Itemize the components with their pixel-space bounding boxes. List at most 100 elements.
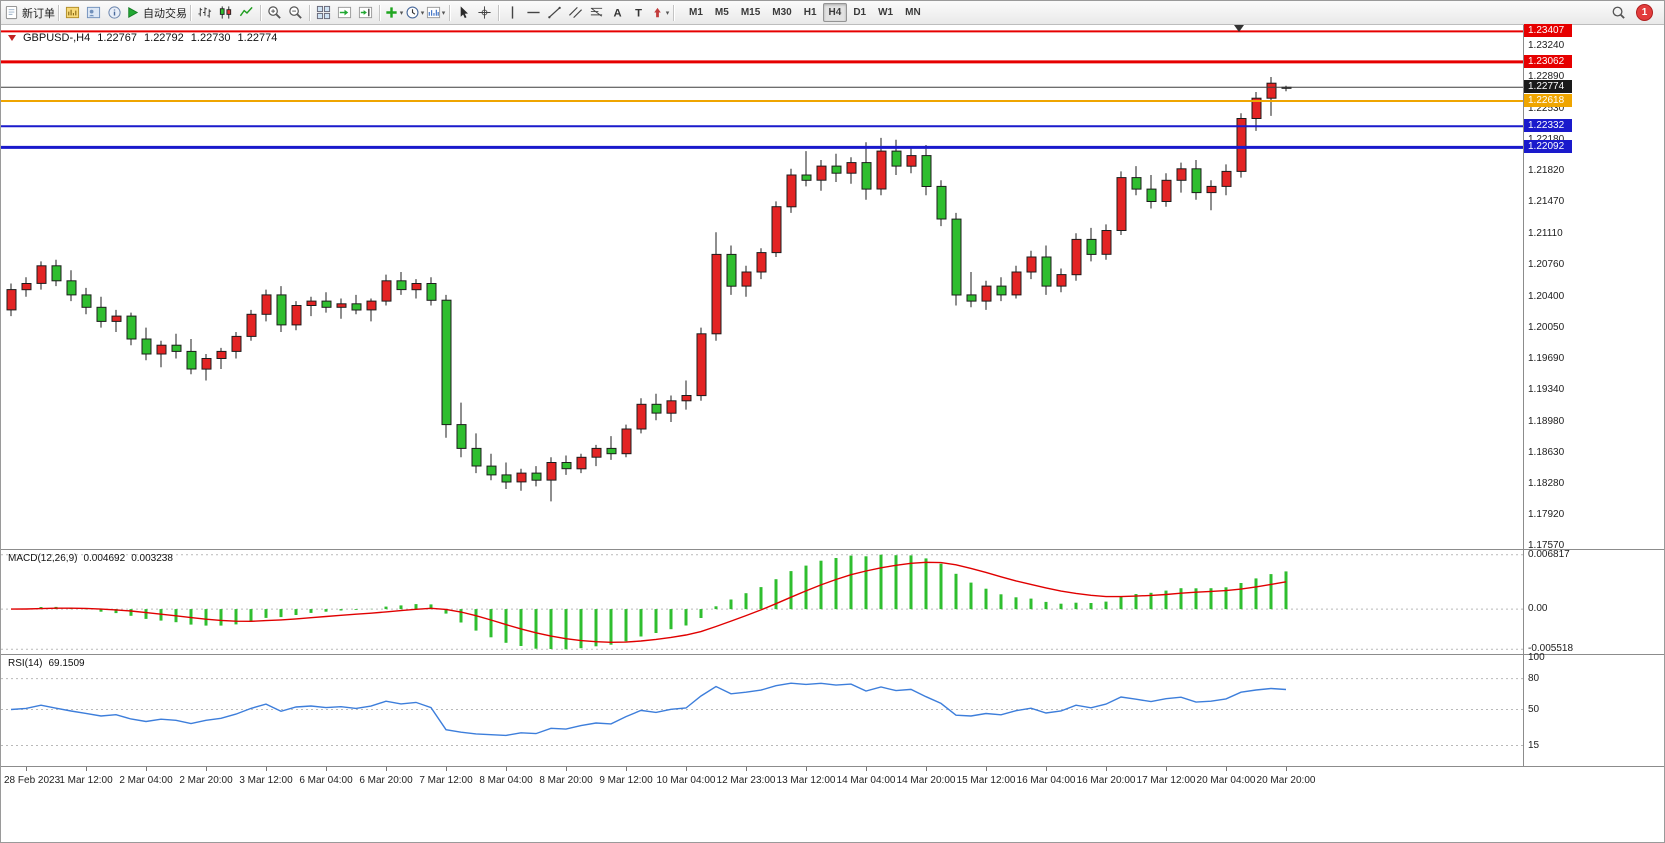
autotrade-play-icon [128,7,139,18]
templates-button[interactable]: ▾ [425,2,446,23]
candle [1251,92,1262,131]
symbol-timeframe-label: GBPUSD-,H4 [23,32,91,44]
line-chart-button[interactable] [236,2,257,23]
time-axis-tick [686,767,687,771]
timeframe-d1[interactable]: D1 [853,7,867,18]
candle [576,453,587,474]
chevron-down-icon[interactable]: ▾ [665,9,670,17]
chart-shift-marker[interactable] [1234,25,1244,32]
candle [21,277,32,297]
timeframe-w1[interactable]: W1 [878,7,894,18]
text-label-button[interactable]: T [628,2,649,23]
timeframe-m1[interactable]: M1 [689,7,703,18]
navigator-button[interactable] [83,2,104,23]
timeframe-m30[interactable]: M30 [772,7,792,18]
time-axis-tick [326,767,327,771]
price-axis-tick: 1.18280 [1528,477,1565,489]
candle [681,380,692,410]
macd-panel[interactable] [1,550,1523,654]
time-axis-tick [266,767,267,771]
time-axis-label: 8 Mar 04:00 [479,775,533,786]
time-axis-label: 1 Mar 12:00 [59,775,113,786]
chevron-down-icon[interactable]: ▾ [399,9,404,17]
text-button[interactable]: A [607,2,628,23]
price-axis-tick: 1.20760 [1528,258,1565,270]
time-axis-label: 12 Mar 23:00 [716,775,776,786]
arrows-button[interactable]: ▾ [649,2,670,23]
price-axis-tick: 1.18980 [1528,415,1565,427]
candle [231,332,242,359]
toolbar-separator [190,4,191,21]
time-axis-label: 16 Mar 20:00 [1076,775,1136,786]
macd-label: MACD(12,26,9) [8,553,78,564]
time-axis-label: 15 Mar 12:00 [956,775,1016,786]
price-badge-1.22092: 1.22092 [1524,140,1572,154]
zoom-in-button[interactable] [264,2,285,23]
cursor-button[interactable] [453,2,474,23]
candle [1191,160,1202,200]
zoom-out-button[interactable] [285,2,306,23]
timeframe-h1[interactable]: H1 [803,7,817,18]
fibonacci-button[interactable] [586,2,607,23]
low-value: 1.22730 [190,32,231,44]
crosshair-button[interactable] [474,2,495,23]
candle [96,296,107,328]
autotrade-button[interactable]: 自动交易 [125,2,187,23]
candle [1206,180,1217,211]
chart-shift-button[interactable] [355,2,376,23]
toolbar-separator [58,4,59,21]
rsi-info: RSI(14) 69.1509 [8,658,85,669]
timeframe-mn[interactable]: MN [905,7,921,18]
trendline-button[interactable] [544,2,565,23]
candle [186,339,197,375]
timeframe-h4[interactable]: H4 [822,3,848,22]
rsi-panel[interactable] [1,655,1523,766]
time-axis-tick [506,767,507,771]
candle [456,402,467,458]
candle [216,347,227,369]
time-axis-tick [1226,767,1227,771]
new-order-label: 新订单 [22,7,55,20]
candle [261,289,272,322]
tile-windows-button[interactable] [313,2,334,23]
candle [906,146,917,174]
chevron-down-icon[interactable]: ▾ [420,9,425,17]
auto-scroll-button[interactable] [334,2,355,23]
bars-chart-button[interactable] [194,2,215,23]
candle [1026,250,1037,280]
indicators-button[interactable]: ▾ [383,2,404,23]
candlestick-chart-button[interactable] [215,2,236,23]
candle [516,468,527,491]
timeframe-m15[interactable]: M15 [740,7,761,18]
time-axis-label: 28 Feb 2023 [4,775,61,786]
candlestick-chart[interactable] [1,25,1523,549]
vertical-line-button[interactable] [502,2,523,23]
price-axis-tick: 1.19690 [1528,353,1565,365]
market-watch-button[interactable] [62,2,83,23]
channel-button[interactable] [565,2,586,23]
candle [81,287,92,315]
time-axis-label: 20 Mar 20:00 [1256,775,1316,786]
toolbar-separator [260,4,261,21]
time-axis-tick [926,767,927,771]
horizontal-line-button[interactable] [523,2,544,23]
candle [951,212,962,306]
time-axis-label: 6 Mar 04:00 [299,775,353,786]
search-button[interactable] [1608,2,1629,23]
candle [741,265,752,297]
candle [486,453,497,481]
chevron-down-icon[interactable]: ▾ [441,9,446,17]
crosshair-icon [478,6,491,19]
rsi-label: RSI(14) [8,658,43,669]
time-axis-label: 3 Mar 12:00 [239,775,293,786]
terminal-button[interactable] [104,2,125,23]
new-order-button[interactable]: 新订单 [4,2,55,23]
timeframe-m5[interactable]: M5 [714,7,729,18]
periods-button[interactable]: ▾ [404,2,425,23]
notification-badge[interactable]: 1 [1636,4,1653,21]
price-axis-border [1523,25,1524,766]
line-chart-icon [239,6,253,17]
time-axis[interactable]: 28 Feb 2023 1 Mar 12:00 2 Mar 04:00 2 Mar 2… [1,767,1664,793]
main-toolbar: 新订单 自动交易 [1,1,1664,25]
